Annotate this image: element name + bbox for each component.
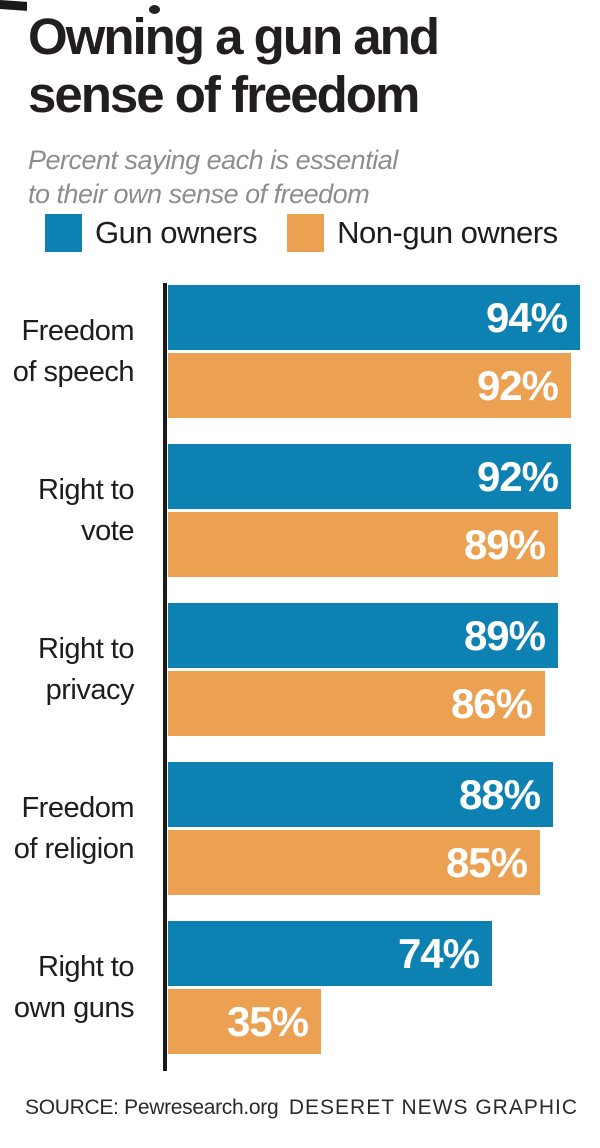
print-artifact-corner-mark xyxy=(0,0,27,11)
bar-pair: 89% 86% xyxy=(168,603,558,736)
legend-item-gun-owners: Gun owners xyxy=(45,214,258,252)
bar-value-label: 74% xyxy=(397,929,480,977)
legend-label-gun-owners: Gun owners xyxy=(95,215,258,250)
bar-value-label: 89% xyxy=(463,611,546,659)
bar-value-label: 94% xyxy=(485,293,568,341)
bar-pair: 94% 92% xyxy=(168,285,580,418)
bar-value-label: 89% xyxy=(463,520,546,568)
bar-pair: 88% 85% xyxy=(168,762,553,895)
bar-value-label: 35% xyxy=(226,997,309,1045)
bar-value-label: 86% xyxy=(450,679,533,727)
source-credit: SOURCE: Pewresearch.org xyxy=(25,1096,279,1119)
bar-non-gun-owners: 92% xyxy=(168,353,571,418)
y-axis-line xyxy=(163,283,167,1071)
chart-rows: Freedom of speech 94% 92% Right to vote 92% 8… xyxy=(0,285,600,1054)
publisher-credit: DESERET NEWS GRAPHIC xyxy=(288,1096,578,1119)
bar-gun-owners: 89% xyxy=(168,603,558,668)
category-label: Right to vote xyxy=(38,473,134,547)
legend-swatch-gun-owners xyxy=(45,214,82,252)
bar-value-label: 92% xyxy=(476,361,559,409)
bar-pair: 92% 89% xyxy=(168,444,571,577)
chart-row: Right to own guns 74% 35% xyxy=(0,921,600,1054)
category-label: Freedom of religion xyxy=(13,791,135,865)
chart-row: Right to privacy 89% 86% xyxy=(0,603,600,736)
bar-gun-owners: 88% xyxy=(168,762,553,827)
bar-gun-owners: 94% xyxy=(168,285,580,350)
bar-non-gun-owners: 35% xyxy=(168,989,321,1054)
bar-non-gun-owners: 86% xyxy=(168,671,545,736)
legend-swatch-non-gun-owners xyxy=(287,214,325,252)
legend-label-non-gun-owners: Non-gun owners xyxy=(337,215,558,250)
chart-row: Right to vote 92% 89% xyxy=(0,444,600,577)
footer: SOURCE: Pewresearch.org DESERET NEWS GRA… xyxy=(25,1096,578,1120)
category-label: Right to own guns xyxy=(13,950,135,1024)
bar-pair: 74% 35% xyxy=(168,921,492,1054)
bar-non-gun-owners: 85% xyxy=(168,830,540,895)
bar-chart: Freedom of speech 94% 92% Right to vote 92% 8… xyxy=(0,283,600,1080)
chart-row: Freedom of speech 94% 92% xyxy=(0,285,600,418)
chart-subtitle: Percent saying each is essential to thei… xyxy=(28,145,398,210)
bar-non-gun-owners: 89% xyxy=(168,512,558,577)
bar-value-label: 85% xyxy=(445,838,528,886)
bar-gun-owners: 92% xyxy=(168,444,571,509)
bar-gun-owners: 74% xyxy=(168,921,492,986)
page-title: Owning a gun and sense of freedom xyxy=(28,8,440,123)
chart-row: Freedom of religion 88% 85% xyxy=(0,762,600,895)
legend-item-non-gun-owners: Non-gun owners xyxy=(287,214,558,252)
bar-value-label: 88% xyxy=(458,770,541,818)
chart-legend: Gun owners Non-gun owners xyxy=(45,214,600,252)
bar-value-label: 92% xyxy=(476,452,559,500)
category-label: Freedom of speech xyxy=(12,314,135,388)
print-artifact-dot xyxy=(149,5,160,14)
category-label: Right to privacy xyxy=(38,632,134,706)
